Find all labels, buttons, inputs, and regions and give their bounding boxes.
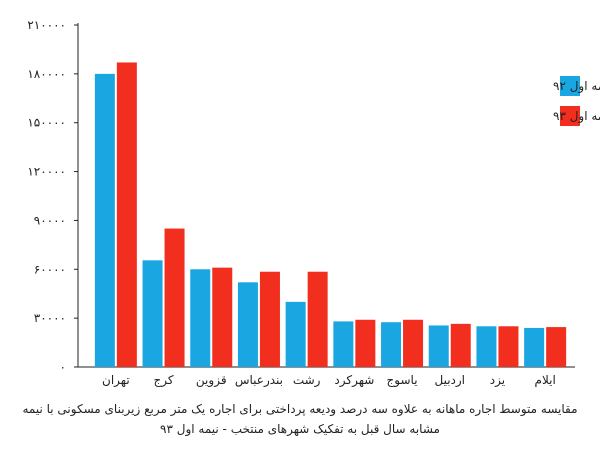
x-tick-label: اردبیل (434, 373, 465, 388)
bar-series2 (355, 319, 376, 367)
bar-series1 (94, 73, 115, 367)
legend-label: نیمه اول ۹۲ (553, 79, 600, 94)
y-axis-ticks: ۰ ۳۰۰۰۰ ۶۰۰۰۰ ۹۰۰۰۰ ۱۲۰۰۰۰ ۱۵۰۰۰۰ ۱۸۰۰۰۰ ۲۱۰۰۰۰ (27, 18, 78, 374)
x-tick-label: رشت (293, 373, 321, 388)
bar-series1 (333, 321, 354, 367)
bar-series1 (428, 325, 449, 367)
y-tick-label: ۰ (60, 360, 66, 374)
x-tick-label: تهران (102, 373, 130, 388)
bar-series1 (190, 269, 211, 367)
x-tick-label: قزوین (196, 373, 227, 388)
bar-series1 (524, 327, 545, 367)
bar-series2 (259, 271, 280, 367)
y-tick-label: ۱۲۰۰۰۰ (27, 165, 66, 179)
chart-bars (94, 62, 567, 367)
bar-chart: ۰ ۳۰۰۰۰ ۶۰۰۰۰ ۹۰۰۰۰ ۱۲۰۰۰۰ ۱۵۰۰۰۰ ۱۸۰۰۰۰ ۲۱۰۰۰۰… (27, 18, 600, 388)
bar-series1 (381, 322, 402, 367)
x-tick-label: کرج (154, 373, 174, 388)
bar-series2 (498, 326, 519, 367)
bar-series2 (164, 228, 185, 367)
chart-caption-line-2: مشابه سال قبل به تفکیک شهرهای منتخب - نی… (160, 422, 440, 436)
y-tick-label: ۹۰۰۰۰ (34, 213, 66, 227)
bar-series2 (546, 327, 567, 367)
x-tick-label: ایلام (535, 373, 556, 387)
bar-series1 (476, 326, 497, 367)
chart-legend: نیمه اول ۹۲ نیمه اول ۹۳ (553, 76, 600, 126)
bar-series1 (237, 282, 258, 367)
x-tick-label: یزد (490, 373, 505, 388)
legend-swatch (560, 76, 580, 96)
y-tick-label: ۲۱۰۰۰۰ (27, 18, 66, 32)
legend-label: نیمه اول ۹۳ (553, 109, 600, 124)
y-tick-label: ۱۸۰۰۰۰ (27, 67, 66, 81)
chart-caption-line-1: مقایسه متوسط اجاره ماهانه به علاوه سه در… (22, 402, 578, 416)
bar-series2 (212, 267, 233, 367)
y-tick-label: ۳۰۰۰۰ (34, 311, 66, 325)
legend-swatch (560, 106, 580, 126)
bar-series2 (116, 62, 137, 367)
bar-series2 (307, 271, 328, 367)
bar-series1 (285, 301, 306, 367)
bar-series2 (450, 323, 471, 367)
bar-series1 (142, 260, 163, 367)
bar-series2 (403, 319, 424, 367)
y-tick-label: ۶۰۰۰۰ (34, 262, 66, 276)
x-axis-labels: تهران کرج قزوین بندرعباس رشت شهرکرد یاسوج اردبی… (102, 373, 556, 388)
x-tick-label: یاسوج (387, 373, 418, 388)
x-tick-label: شهرکرد (334, 373, 374, 388)
x-tick-label: بندرعباس (235, 373, 283, 388)
y-tick-label: ۱۵۰۰۰۰ (27, 116, 66, 130)
